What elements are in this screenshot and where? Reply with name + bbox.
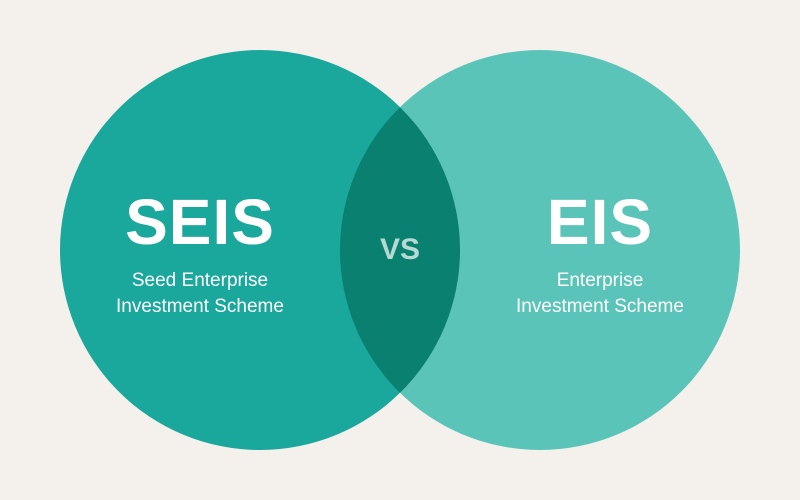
right-acronym: EIS (480, 190, 720, 254)
right-label-group: EIS Enterprise Investment Scheme (480, 190, 720, 319)
venn-diagram: SEIS Seed Enterprise Investment Scheme E… (60, 50, 740, 450)
right-fullname: Enterprise Investment Scheme (480, 268, 720, 319)
left-label-group: SEIS Seed Enterprise Investment Scheme (80, 190, 320, 319)
center-vs-label: VS (370, 233, 430, 267)
left-fullname: Seed Enterprise Investment Scheme (80, 268, 320, 319)
left-acronym: SEIS (80, 190, 320, 254)
